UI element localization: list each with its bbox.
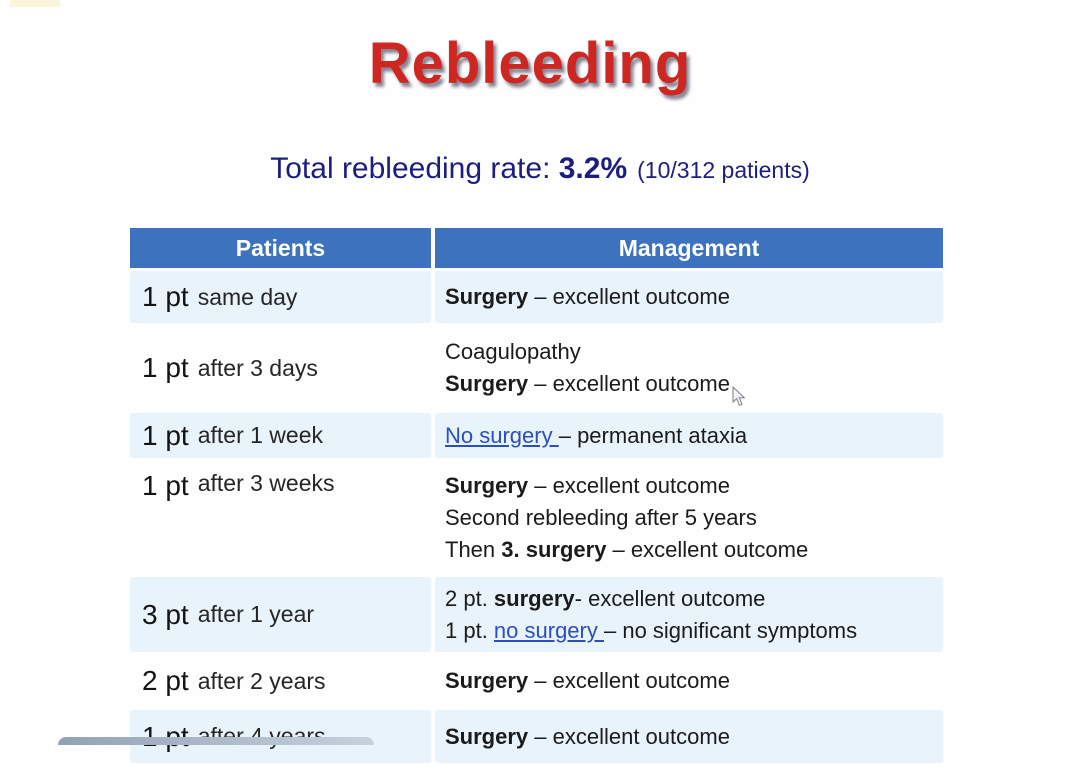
management-text: Second rebleeding after 5 years <box>445 504 757 530</box>
patient-timing: same day <box>197 283 298 310</box>
patient-timing: after 1 year <box>197 601 315 627</box>
patient-cell: 1 pt after 1 week <box>130 413 431 458</box>
patient-cell: 3 pt after 1 year <box>130 577 431 652</box>
patient-count: 1 pt <box>142 419 189 451</box>
management-text: Surgery <box>445 284 529 309</box>
management-cell: Coagulopathy Surgery – excellent outcome <box>435 326 943 410</box>
management-text: Surgery <box>445 371 529 396</box>
mouse-pointer-icon <box>732 386 746 407</box>
patient-timing: after 3 days <box>197 354 318 381</box>
surgery-link[interactable]: No surgery <box>445 422 559 448</box>
table-row: 1 pt after 3 weeks Surgery – excellent out… <box>130 461 943 577</box>
rate-detail: (10/312 patients) <box>637 157 810 183</box>
video-progress-bar[interactable] <box>58 737 374 745</box>
patient-timing: after 1 week <box>197 422 323 448</box>
management-text: – permanent ataxia <box>558 422 748 448</box>
patient-cell: 1 pt after 3 weeks <box>130 461 431 574</box>
table-row: 1 pt after 3 days Coagulopathy Surgery – ex… <box>130 326 943 413</box>
sticky-note-corner <box>10 0 60 7</box>
patient-count: 1 pt <box>142 352 189 383</box>
management-text: Coagulopathy <box>445 339 581 364</box>
management-text: – no significant symptoms <box>603 617 858 643</box>
management-text: Then <box>445 536 502 562</box>
management-text: Surgery <box>445 472 529 498</box>
patient-cell: 2 pt after 2 years <box>130 655 431 707</box>
patient-count: 3 pt <box>142 598 189 630</box>
table-row: 3 pt after 1 year 2 pt. surgery- excellent… <box>130 577 943 655</box>
management-line: Surgery – excellent outcome <box>445 368 943 400</box>
management-text: – excellent outcome <box>528 723 730 749</box>
management-text: 1 pt. <box>445 617 494 643</box>
slide-title: Rebleeding <box>368 31 692 96</box>
rebleeding-table: Patients Management 1 pt same day Surgery … <box>130 228 943 766</box>
patient-count: 1 pt <box>142 281 189 312</box>
management-cell: No surgery – permanent ataxia <box>435 413 943 458</box>
patient-cell: 1 pt after 3 days <box>130 326 431 410</box>
management-line: Then 3. surgery – excellent outcome <box>445 534 943 566</box>
management-text: 2 pt. <box>445 585 494 611</box>
patient-count: 1 pt <box>142 470 189 501</box>
management-line: Second rebleeding after 5 years <box>445 502 943 534</box>
header-management: Management <box>435 228 943 268</box>
management-text: – excellent outcome <box>606 536 809 562</box>
patient-count: 2 pt <box>142 665 189 696</box>
table-row: 1 pt after 1 week No surgery – permanent a… <box>130 413 943 461</box>
management-cell: Surgery – excellent outcome <box>435 271 943 323</box>
header-patients: Patients <box>130 228 431 268</box>
table-row: 2 pt after 2 years Surgery – excellent out… <box>130 655 943 710</box>
patient-timing: after 3 weeks <box>197 470 335 496</box>
management-line: Surgery – excellent outcome <box>445 721 943 753</box>
management-line: Coagulopathy <box>445 336 943 368</box>
rate-value: 3.2% <box>558 152 628 185</box>
management-line: 2 pt. surgery- excellent outcome <box>445 583 943 615</box>
management-line: Surgery – excellent outcome <box>445 665 943 697</box>
management-text: surgery <box>493 585 575 611</box>
rate-label: Total rebleeding rate: <box>270 152 559 185</box>
patient-cell: 1 pt same day <box>130 271 431 323</box>
management-text: – excellent outcome <box>528 472 730 498</box>
management-line: No surgery – permanent ataxia <box>445 420 943 452</box>
management-text: Surgery <box>445 668 529 693</box>
management-cell: 2 pt. surgery- excellent outcome 1 pt. no… <box>435 577 943 652</box>
management-line: Surgery – excellent outcome <box>445 281 943 313</box>
management-text: - excellent outcome <box>574 585 766 611</box>
management-cell: Surgery – excellent outcome Second reblee… <box>435 461 943 574</box>
management-cell: Surgery – excellent outcome <box>435 710 943 763</box>
table-header-row: Patients Management <box>130 228 943 271</box>
management-text: 3. surgery <box>501 536 607 562</box>
management-text: – excellent outcome <box>528 371 730 396</box>
surgery-link[interactable]: no surgery <box>493 617 604 643</box>
management-line: 1 pt. no surgery – no significant sympto… <box>445 615 943 647</box>
management-text: – excellent outcome <box>528 284 730 309</box>
management-text: Surgery <box>445 723 529 749</box>
rebleeding-rate-line: Total rebleeding rate: 3.2% (10/312 patie… <box>0 152 1080 186</box>
management-text: – excellent outcome <box>528 668 730 693</box>
management-line: Surgery – excellent outcome <box>445 470 943 502</box>
management-cell: Surgery – excellent outcome <box>435 655 943 707</box>
table-row: 1 pt same day Surgery – excellent outcome <box>130 271 943 326</box>
patient-timing: after 2 years <box>197 667 326 694</box>
